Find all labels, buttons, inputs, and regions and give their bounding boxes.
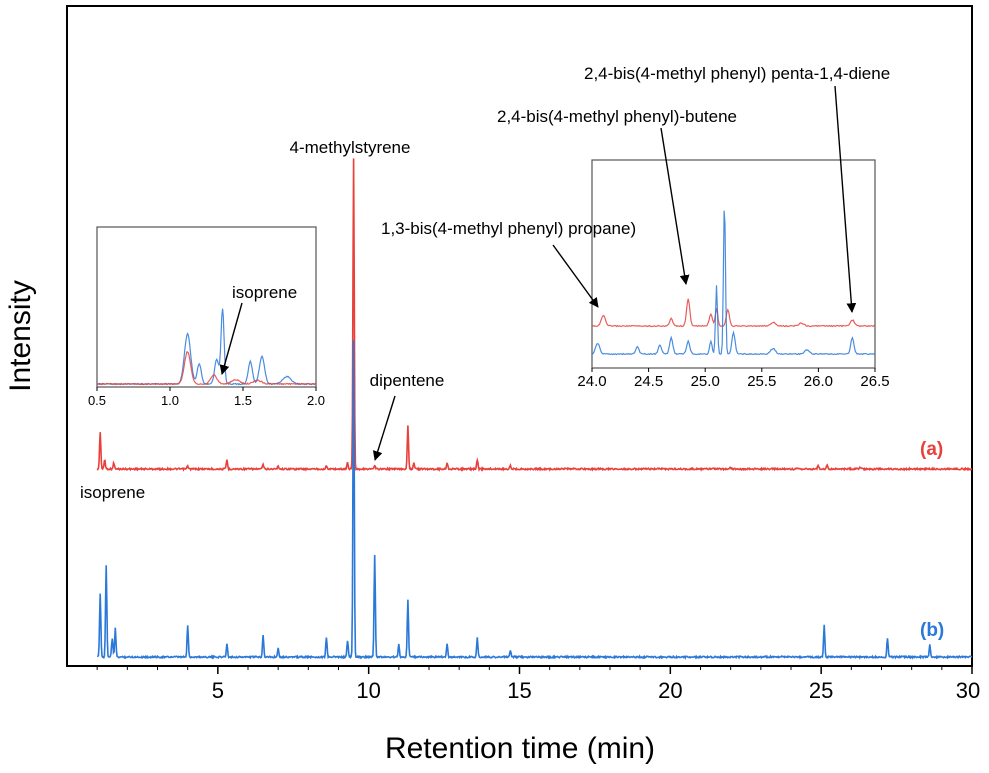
annotation-isoprene: isoprene	[80, 483, 145, 502]
annotation-pentadiene: 2,4-bis(4-methyl phenyl) penta-1,4-diene	[584, 64, 890, 83]
x-axis-tick-labels: 5 10 15 20 25 30	[212, 678, 981, 703]
inset-right: 24.0 24.5 25.0 25.5 26.0 26.5	[577, 159, 890, 390]
butene-arrow	[660, 127, 690, 285]
y-axis-title: Intensity	[4, 280, 37, 392]
annotation-4-methylstyrene: 4-methylstyrene	[290, 138, 411, 157]
inset-right-tick-label: 25.0	[691, 373, 720, 390]
series-b-trace	[97, 340, 973, 660]
propane-arrow	[552, 244, 599, 308]
inset-left-tick-label: 2.0	[307, 393, 325, 408]
inset-left: 0.5 1.0 1.5 2.0 isoprene	[88, 226, 325, 408]
inset-right-tick-label: 26.5	[860, 373, 889, 390]
x-axis-title: Retention time (min)	[385, 732, 655, 765]
inset-left-tick-label: 1.0	[161, 393, 179, 408]
annotation-propane: 1,3-bis(4-methyl phenyl) propane)	[381, 219, 636, 238]
inset-left-tick-label: 0.5	[88, 393, 106, 408]
inset-right-ticks: 24.0 24.5 25.0 25.5 26.0 26.5	[577, 368, 890, 390]
inset-right-tick-label: 25.5	[747, 373, 776, 390]
inset-left-ticks: 0.5 1.0 1.5 2.0	[88, 387, 325, 408]
inset-left-series-a	[96, 351, 317, 386]
x-axis-tick-label: 20	[658, 678, 682, 703]
x-axis-tick-label: 15	[507, 678, 531, 703]
inset-right-series-b	[591, 210, 876, 356]
inset-right-frame	[591, 159, 876, 369]
pentadiene-arrow	[834, 85, 857, 313]
inset-right-tick-label: 24.5	[634, 373, 663, 390]
inset-left-tick-label: 1.5	[234, 393, 252, 408]
inset-left-frame	[96, 226, 317, 388]
series-a-trace	[96, 158, 973, 472]
inset-left-label-isoprene: isoprene	[232, 283, 297, 302]
annotation-butene: 2,4-bis(4-methyl phenyl)-butene	[497, 107, 737, 126]
inset-right-tick-label: 26.0	[804, 373, 833, 390]
x-axis-ticks	[96, 666, 973, 674]
x-axis-tick-label: 5	[212, 678, 224, 703]
x-axis-tick-label: 10	[356, 678, 380, 703]
inset-right-tick-label: 24.0	[577, 373, 606, 390]
x-axis-tick-label: 30	[956, 678, 980, 703]
annotation-dipentene: dipentene	[370, 371, 445, 390]
series-a-label: (a)	[920, 439, 943, 460]
inset-left-arrow	[219, 302, 243, 375]
inset-right-series-a	[591, 298, 876, 328]
dipentene-arrow	[372, 395, 396, 461]
series-b-label: (b)	[920, 620, 944, 641]
x-axis-tick-label: 25	[809, 678, 833, 703]
